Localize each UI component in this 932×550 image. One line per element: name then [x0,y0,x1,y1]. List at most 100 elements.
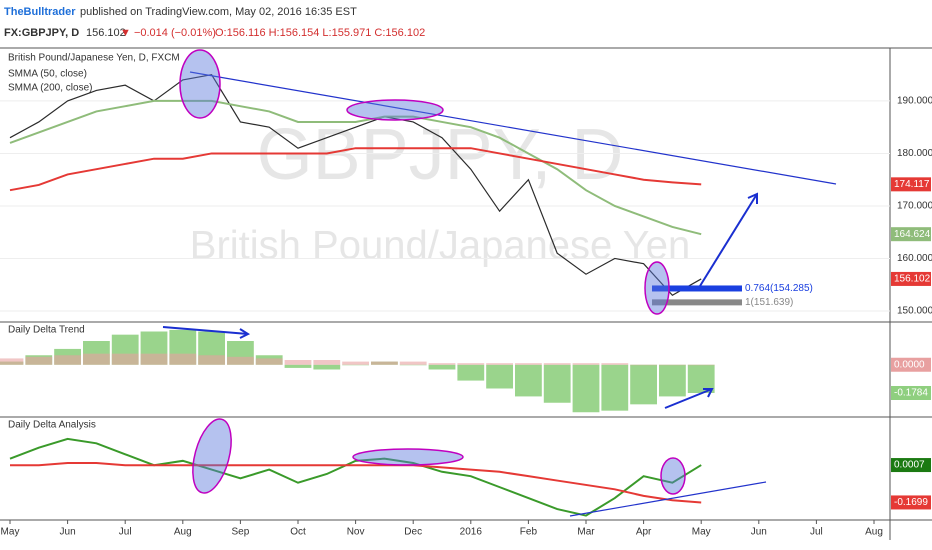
level-line [652,285,742,292]
legend-entry: SMMA (50, close) [8,69,87,80]
price-tag-label: 156.102 [894,274,931,285]
watermark: GBPJPY, D [257,115,624,195]
series-line [10,462,702,504]
x-tick-label: Jul [119,527,132,538]
x-tick-label: Mar [577,527,595,538]
change: ▼ −0.014 (−0.01%) [120,27,216,39]
bar [313,364,341,370]
bar [572,363,600,365]
bar [428,363,456,365]
bar [543,363,571,365]
x-tick-label: 2016 [460,527,483,538]
level-label: 1(151.639) [745,297,793,308]
legend-entry: SMMA (200, close) [8,83,92,94]
bar [659,364,686,366]
price-tag-label: 174.117 [894,179,930,190]
bar [111,353,139,365]
bar [255,358,283,365]
bar [284,360,312,365]
x-tick-label: Dec [404,527,422,538]
bar [140,353,168,365]
price-tag [891,458,931,473]
x-tick-label: Jul [810,527,823,538]
x-tick-label: Jun [60,527,76,538]
level-label: 0.764(154.285) [745,283,813,294]
bar [601,364,629,411]
bar [83,353,110,365]
y-tick-label: 160.000 [897,253,932,264]
price-tag [891,271,931,286]
bar [630,364,657,405]
bar [0,358,24,365]
series-line [9,147,702,192]
series-line [9,74,702,296]
series-line [9,99,702,236]
y-tick-label: 180.000 [897,148,932,159]
bar [630,364,657,366]
bar [486,364,513,389]
panel-title: British Pound/Japanese Yen, D, FXCM [8,53,180,64]
y-tick-label: 150.000 [897,306,932,317]
x-tick-label: May [692,527,711,538]
bar [687,364,715,366]
price-tag-label: 0.0007 [894,460,925,471]
x-tick-label: Nov [347,527,365,538]
price-tag [891,227,931,242]
price-tag-label: -0.1784 [894,388,928,399]
price-tag [891,385,931,400]
x-tick-label: Oct [290,527,306,538]
bar [601,363,629,365]
bar [515,364,542,397]
bar [227,356,254,365]
bar [399,361,427,365]
bar [428,364,456,370]
price-tag-label: -0.1699 [894,497,928,508]
symbol: FX:GBPJPY, D [4,27,79,39]
ohlc: O:156.116 H:156.154 L:155.971 C:156.102 [215,27,425,39]
bar [198,355,225,365]
bar [457,364,485,381]
x-tick-label: Apr [636,527,652,538]
bar [342,361,369,365]
x-tick-label: Jun [751,527,767,538]
price-tag-label: 0.0000 [894,359,925,370]
drawings [162,49,837,517]
price: 156.102 [86,27,126,39]
price-tag [891,495,931,510]
bar [54,355,81,365]
bar [284,364,312,368]
series-line [9,437,702,517]
plot: May Jun Jul Aug Sep Oct Nov Dec 2016 Feb Mar Apr May… [0,53,932,538]
price-tag [891,177,931,192]
bar [457,363,485,365]
author[interactable]: TheBulltrader [4,6,76,18]
bar [486,363,513,365]
x-tick-label: May [1,527,20,538]
watermark: British Pound/Japanese Yen [190,224,690,268]
y-tick-label: 190.000 [897,96,932,107]
x-tick-label: Feb [520,527,538,538]
bar [543,364,571,403]
bar [25,356,53,365]
x-tick-label: Aug [174,527,192,538]
published: published on TradingView.com, May 02, 20… [80,6,357,18]
level-line [652,299,742,306]
price-tag-label: 164.624 [894,229,931,240]
bar [659,364,686,397]
x-tick-label: Sep [232,527,250,538]
bar [313,360,341,365]
price-tag [891,357,931,372]
panel-frames [0,47,932,540]
panel-title: Daily Delta Trend [8,325,85,336]
bar [572,364,600,413]
bar [399,364,427,366]
panel-title: Daily Delta Analysis [8,420,96,431]
bar [169,353,197,365]
bar [342,364,369,366]
bar [371,361,398,365]
bar [515,363,542,365]
y-tick-label: 170.000 [897,201,932,212]
x-tick-label: Aug [865,527,883,538]
